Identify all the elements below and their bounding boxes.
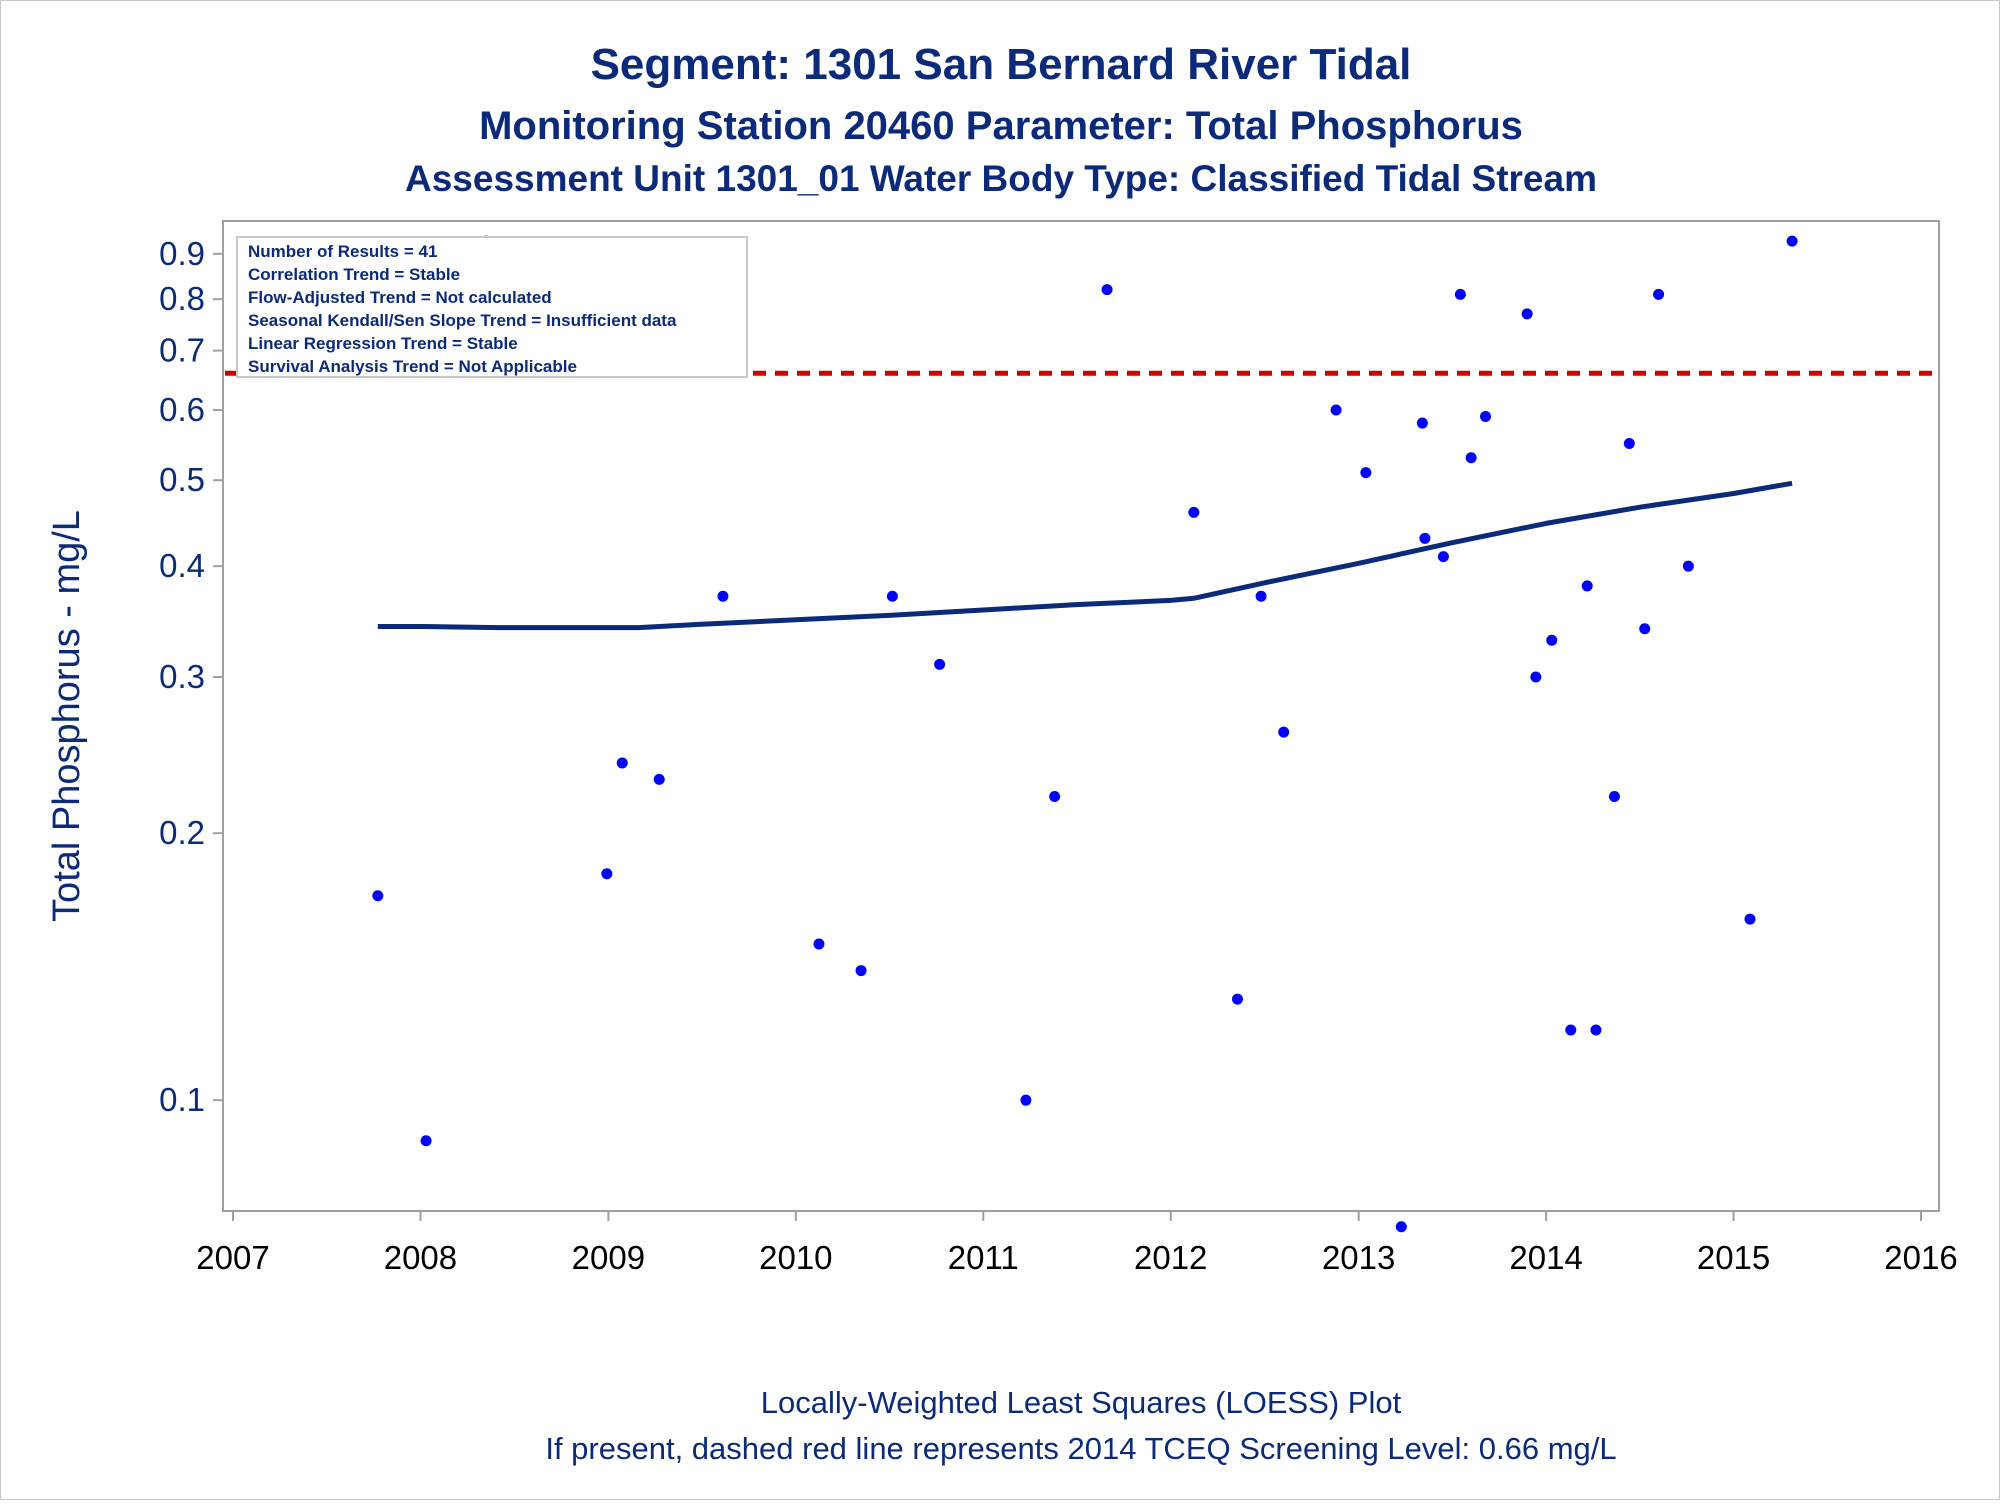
data-point [1278, 726, 1290, 738]
data-point [1360, 467, 1372, 479]
data-point [813, 938, 825, 950]
x-tick-label: 2012 [1134, 1239, 1207, 1276]
data-point [1480, 410, 1492, 422]
data-point [1049, 790, 1061, 802]
data-point [1608, 790, 1620, 802]
data-point [1786, 235, 1798, 247]
plot-area [222, 220, 1940, 1212]
data-point [1020, 1094, 1032, 1106]
y-tick-label: 0.9 [159, 235, 205, 272]
x-tick-label: 2014 [1509, 1239, 1582, 1276]
data-point [1653, 288, 1665, 300]
y-tick-label: 0.3 [159, 658, 205, 695]
data-points [372, 235, 1798, 1233]
trend-summary-frame [236, 236, 748, 378]
data-point [855, 965, 867, 977]
data-point [1454, 288, 1466, 300]
data-point [616, 757, 628, 769]
data-point [1465, 452, 1477, 464]
data-point [1330, 404, 1342, 416]
x-tick-label: 2015 [1697, 1239, 1770, 1276]
data-point [1395, 1221, 1407, 1233]
data-point [1581, 580, 1593, 592]
data-point [934, 658, 946, 670]
x-tick-label: 2016 [1884, 1239, 1957, 1276]
summary-line-results: Number of Results = 41 [248, 242, 437, 261]
x-tick-label: 2013 [1322, 1239, 1395, 1276]
data-point [1623, 438, 1635, 450]
y-tick-label: 0.5 [159, 461, 205, 498]
trend-summary-box: Number of Results = 41 Correlation Trend… [236, 236, 748, 378]
chart-subtitle: Monitoring Station 20460 Parameter: Tota… [479, 104, 1523, 148]
y-tick-label: 0.2 [159, 814, 205, 851]
y-axis-label: Total Phosphorus - mg/L [46, 510, 88, 922]
data-point [1530, 671, 1542, 683]
data-point [653, 773, 665, 785]
chart-title: Segment: 1301 San Bernard River Tidal [591, 40, 1412, 89]
data-point [1590, 1024, 1602, 1036]
data-point [1521, 308, 1533, 320]
data-point [1416, 417, 1428, 429]
x-tick-label: 2009 [572, 1239, 645, 1276]
x-tick-label: 2007 [196, 1239, 269, 1276]
summary-line-seasonal-kendall: Seasonal Kendall/Sen Slope Trend = Insuf… [248, 311, 677, 330]
loess-curve [377, 480, 1793, 631]
x-tick-label: 2008 [384, 1239, 457, 1276]
data-point [1188, 506, 1200, 518]
footnote-loess: Locally-Weighted Least Squares (LOESS) P… [761, 1385, 1402, 1420]
data-point [1682, 560, 1694, 572]
data-point [1546, 634, 1558, 646]
data-point [1744, 913, 1756, 925]
y-tick-label: 0.7 [159, 332, 205, 369]
data-point [717, 590, 729, 602]
data-point [1101, 284, 1113, 296]
data-point [1565, 1024, 1577, 1036]
data-point [601, 868, 613, 880]
data-point [1639, 623, 1651, 635]
data-point [1255, 590, 1267, 602]
y-tick-label: 0.8 [159, 280, 205, 317]
data-point [886, 590, 898, 602]
summary-line-flow-adjusted: Flow-Adjusted Trend = Not calculated [248, 288, 552, 307]
y-tick-label: 0.1 [159, 1081, 205, 1118]
data-point [420, 1135, 432, 1147]
footnote-screening-level: If present, dashed red line represents 2… [545, 1431, 1616, 1466]
summary-line-correlation: Correlation Trend = Stable [248, 265, 460, 284]
data-point [1419, 532, 1431, 544]
chart-subtitle-2: Assessment Unit 1301_01 Water Body Type:… [405, 158, 1597, 199]
data-point [1231, 993, 1243, 1005]
x-axis-ticks: 2007 2008 2009 2010 2011 2012 2013 2014 2015 2016 [196, 1211, 1958, 1276]
y-axis-ticks: 0.1 0.2 0.3 0.4 0.5 0.6 0.7 0.8 0.9 [159, 235, 223, 1118]
x-tick-label: 2011 [948, 1239, 1019, 1276]
summary-line-linear-regression: Linear Regression Trend = Stable [248, 334, 518, 353]
y-tick-label: 0.4 [159, 547, 205, 584]
data-point [372, 890, 384, 902]
summary-line-survival: Survival Analysis Trend = Not Applicable [248, 357, 577, 376]
x-tick-label: 2010 [759, 1239, 832, 1276]
y-tick-label: 0.6 [159, 391, 205, 428]
data-point [1437, 551, 1449, 563]
